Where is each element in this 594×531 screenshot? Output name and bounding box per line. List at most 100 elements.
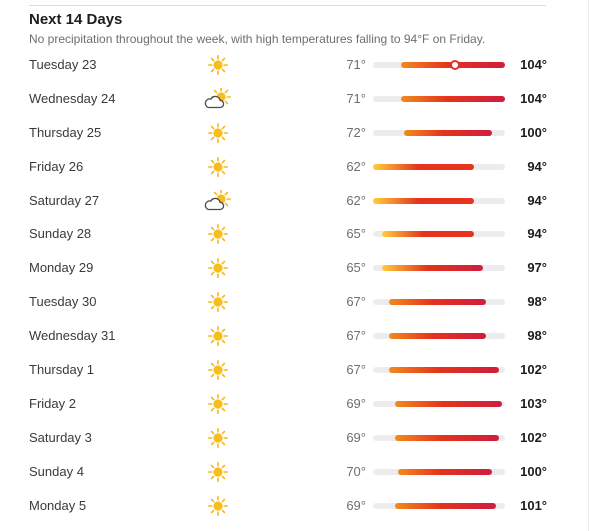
day-label: Monday 29: [29, 260, 94, 276]
forecast-row: Tuesday 23 71° 104°: [0, 48, 594, 82]
sun-icon: [204, 156, 232, 178]
forecast-row: Saturday 3 69° 102°: [0, 421, 594, 455]
forecast-row: Monday 5 69° 101°: [0, 489, 594, 523]
low-temperature: 69°: [346, 429, 366, 445]
low-temperature: 71°: [346, 57, 366, 72]
low-temperature: 69°: [346, 395, 366, 411]
section-title: Next 14 Days: [29, 11, 123, 28]
high-temperature: 94°: [527, 192, 547, 208]
temperature-range-bar: [373, 502, 505, 509]
sun-icon: [204, 291, 232, 313]
day-label: Tuesday 23: [29, 57, 97, 72]
sun-icon: [204, 122, 232, 144]
sun-icon: [204, 359, 232, 381]
day-label: Wednesday 31: [29, 328, 116, 344]
temperature-range-bar: [373, 299, 505, 306]
temperature-range-fill: [373, 197, 474, 204]
sun-icon: [204, 325, 232, 347]
day-label: Sunday 28: [29, 226, 92, 242]
forecast-row: Wednesday 24 71° 104°: [0, 82, 594, 116]
day-label: Saturday 27: [29, 192, 100, 208]
forecast-row: Saturday 27 62° 94°: [0, 184, 594, 218]
temperature-range-fill: [388, 333, 487, 340]
sun-icon: [204, 54, 232, 76]
temperature-range-bar: [373, 434, 505, 441]
temperature-range-bar: [373, 129, 505, 136]
high-temperature: 94°: [527, 158, 547, 174]
temperature-range-fill: [401, 95, 505, 102]
high-temperature: 94°: [527, 226, 547, 242]
low-temperature: 65°: [346, 226, 366, 242]
high-temperature: 101°: [520, 497, 547, 513]
low-temperature: 62°: [346, 158, 366, 174]
low-temperature: 71°: [346, 90, 366, 106]
temperature-range-bar: [373, 265, 505, 272]
temperature-range-fill: [388, 367, 499, 374]
sun-icon: [204, 461, 232, 483]
sun-icon: [204, 495, 232, 517]
low-temperature: 62°: [346, 192, 366, 208]
day-label: Sunday 4: [29, 463, 84, 479]
temperature-range-fill: [395, 434, 499, 441]
temperature-range-fill: [398, 468, 493, 475]
day-label: Friday 26: [29, 158, 84, 174]
low-temperature: 67°: [346, 362, 366, 378]
temperature-range-bar: [373, 367, 505, 374]
temperature-range-bar: [373, 400, 505, 407]
forecast-row: Sunday 4 70° 100°: [0, 455, 594, 489]
partly-cloudy-icon: [204, 86, 232, 110]
temperature-range-bar: [373, 197, 505, 204]
current-temperature-marker: [449, 60, 460, 70]
forecast-row: Tuesday 30 67° 98°: [0, 285, 594, 319]
high-temperature: 104°: [520, 57, 547, 72]
day-label: Saturday 3: [29, 429, 92, 445]
forecast-row: Friday 2 69° 103°: [0, 387, 594, 421]
day-label: Wednesday 24: [29, 90, 116, 106]
forecast-row: Monday 29 65° 97°: [0, 251, 594, 285]
day-label: Thursday 1: [29, 362, 95, 378]
day-label: Friday 2: [29, 395, 76, 411]
temperature-range-bar: [373, 60, 505, 70]
sun-icon: [204, 257, 232, 279]
forecast-row: Wednesday 31 67° 98°: [0, 319, 594, 353]
temperature-range-fill: [395, 502, 496, 509]
forecast-summary: No precipitation throughout the week, wi…: [29, 32, 486, 46]
high-temperature: 104°: [520, 90, 547, 106]
temperature-range-bar: [373, 95, 505, 102]
forecast-row: Friday 26 62° 94°: [0, 150, 594, 184]
forecast-row: Thursday 1 67° 102°: [0, 353, 594, 387]
temperature-range-fill: [382, 265, 483, 272]
partly-cloudy-icon: [204, 188, 232, 212]
temperature-range-bar: [373, 468, 505, 475]
day-label: Monday 5: [29, 497, 87, 513]
temperature-range-fill: [404, 129, 493, 136]
low-temperature: 70°: [346, 463, 366, 479]
high-temperature: 98°: [527, 328, 547, 344]
temperature-range-bar: [373, 231, 505, 238]
high-temperature: 97°: [527, 260, 547, 276]
temperature-range-fill: [382, 231, 474, 238]
low-temperature: 65°: [346, 260, 366, 276]
sun-icon: [204, 223, 232, 245]
day-label: Thursday 25: [29, 124, 102, 140]
high-temperature: 100°: [520, 463, 547, 479]
forecast-row: Sunday 28 65° 94°: [0, 217, 594, 251]
temperature-range-fill: [373, 163, 474, 170]
temperature-range-fill: [388, 299, 487, 306]
low-temperature: 69°: [346, 497, 366, 513]
low-temperature: 67°: [346, 328, 366, 344]
panel-edge-divider: [588, 0, 589, 531]
high-temperature: 102°: [520, 362, 547, 378]
high-temperature: 100°: [520, 124, 547, 140]
top-divider: [29, 5, 546, 6]
day-label: Tuesday 30: [29, 294, 97, 310]
low-temperature: 67°: [346, 294, 366, 310]
sun-icon: [204, 393, 232, 415]
high-temperature: 103°: [520, 395, 547, 411]
daily-forecast-list: Tuesday 23 71° 104° Wednesday 24 71° 104° Thur…: [0, 48, 594, 522]
sun-icon: [204, 427, 232, 449]
forecast-row: Thursday 25 72° 100°: [0, 116, 594, 150]
temperature-range-fill: [395, 400, 502, 407]
low-temperature: 72°: [346, 124, 366, 140]
high-temperature: 102°: [520, 429, 547, 445]
